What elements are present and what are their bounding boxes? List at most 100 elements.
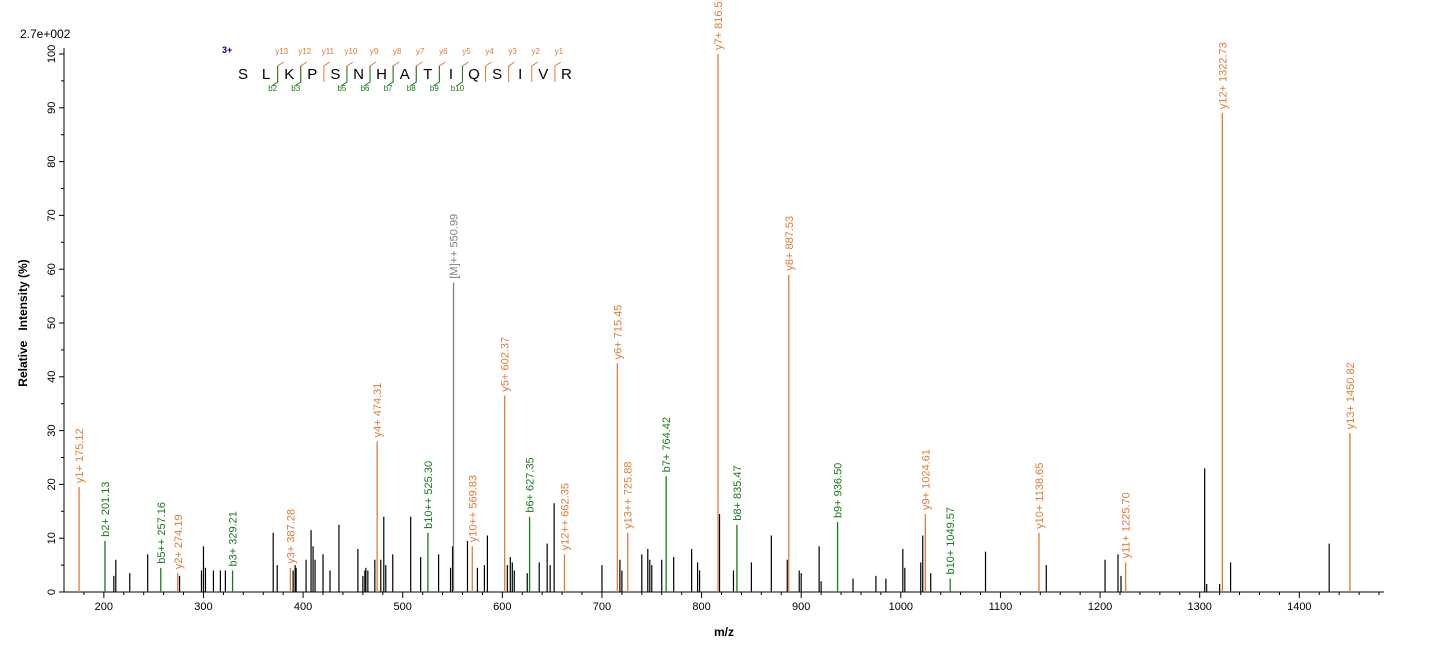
peak-label: y13++ 725.88	[623, 462, 635, 529]
y-fragment-label: y9	[370, 47, 379, 56]
peak-label: b5++ 257.16	[156, 502, 168, 564]
y-fragment-label: y8	[393, 47, 402, 56]
y-fragment-label: y11	[322, 47, 335, 56]
b-fragment-label: b5	[337, 84, 346, 93]
y-fragment-label: y12	[298, 47, 311, 56]
sequence-residue: S	[492, 66, 502, 83]
x-tick-label: 900	[792, 601, 810, 613]
y-axis: 0 10 20 30 40 50 60 70 80 90 100	[46, 45, 65, 595]
x-tick-label: 1400	[1287, 601, 1311, 613]
b-fragment-mark	[409, 66, 417, 87]
b-fragment-label: b7	[384, 84, 393, 93]
y-fragment-label: y3	[508, 47, 517, 56]
peak-label: y4+ 474.31	[372, 383, 384, 438]
peak-label: b3+ 329.21	[228, 511, 240, 566]
sequence-residue: I	[449, 66, 453, 83]
peak-label: b7+ 764.42	[661, 417, 673, 472]
peak-label: b8+ 835.47	[732, 465, 744, 520]
b-fragment-mark	[386, 66, 394, 87]
y-tick-label: 30	[46, 424, 58, 436]
x-tick-label: 700	[593, 601, 611, 613]
peak-label: y5+ 602.37	[500, 337, 512, 392]
y-fragment-mark	[392, 61, 400, 82]
peak-label: b9+ 936.50	[833, 463, 845, 518]
sequence-residue: L	[262, 66, 270, 83]
y-tick-label: 80	[46, 155, 58, 167]
y-fragment-mark	[531, 61, 539, 82]
sequence-residue: Q	[468, 66, 480, 83]
y-fragment-label: y1	[555, 47, 564, 56]
y-fragment-mark	[415, 61, 423, 82]
peak-label: b2+ 201.13	[100, 482, 112, 537]
peak-label: y9+ 1024.61	[920, 449, 932, 510]
sequence-residue: T	[423, 66, 432, 83]
peak-label: y11+ 1225.70	[1121, 492, 1133, 558]
b-fragment-mark	[456, 66, 463, 87]
b-fragment-mark	[294, 66, 302, 87]
b-fragment-label: b3	[291, 84, 300, 93]
y-fragment-label: y2	[532, 47, 541, 56]
peak-label: y3+ 387.28	[285, 509, 297, 564]
sequence-residue: A	[400, 66, 410, 83]
y-fragment-mark	[346, 61, 354, 82]
b-fragment-mark	[363, 66, 371, 87]
b-fragment-label: b10	[451, 84, 465, 93]
x-axis-title: m/z	[714, 625, 734, 639]
peak-label: b10+ 1049.57	[945, 507, 957, 575]
y-tick-label: 100	[46, 45, 58, 63]
peak-label: y13+ 1450.82	[1345, 362, 1357, 429]
y-fragment-label: y10	[344, 47, 357, 56]
b-fragment-label: b9	[430, 84, 439, 93]
spectrum-peaks: y1+ 175.12 b2+ 201.13 b5++ 257.16 y2+ 274.1…	[74, 0, 1357, 592]
y-tick-label: 70	[46, 209, 58, 221]
y-fragment-mark	[554, 61, 562, 82]
y-fragment-mark	[323, 61, 331, 82]
peak-label: y12++ 662.35	[559, 483, 571, 550]
peak-label: b10++ 525.30	[423, 461, 435, 529]
peak-label: b6+ 627.35	[525, 457, 537, 512]
y-fragment-label: y13	[275, 47, 288, 56]
y-fragment-mark	[485, 61, 492, 82]
y-fragment-label: y4	[485, 47, 494, 56]
sequence-residue: V	[538, 66, 548, 83]
sequence-residue: H	[376, 66, 387, 83]
x-tick-label: 1100	[989, 601, 1013, 613]
sequence-residue: I	[518, 66, 522, 83]
y-tick-label: 10	[46, 532, 58, 544]
peak-label: y7+ 816.51	[713, 0, 725, 50]
y-tick-label: 20	[46, 478, 58, 490]
x-tick-label: 800	[692, 601, 710, 613]
sequence-residue: K	[284, 66, 294, 83]
y-fragment-label: y6	[439, 47, 448, 56]
x-tick-label: 300	[194, 601, 212, 613]
peak-label: y8+ 887.53	[784, 216, 796, 271]
b-fragment-mark	[433, 66, 440, 87]
x-axis: 200 300 400 500 600 700 800 900 1000 1100 1200 1300…	[64, 591, 1384, 613]
x-tick-label: 1000	[889, 601, 913, 613]
b-fragment-label: b8	[407, 84, 416, 93]
y-fragment-mark	[438, 61, 446, 82]
y-tick-label: 90	[46, 102, 58, 114]
x-tick-label: 400	[294, 601, 312, 613]
sequence-residue: R	[561, 66, 572, 83]
x-tick-label: 500	[394, 601, 412, 613]
b-fragment-label: b2	[268, 84, 277, 93]
peak-label: y12+ 1322.73	[1217, 42, 1229, 109]
peak-label: y1+ 175.12	[74, 428, 86, 483]
peak-label: y6+ 715.45	[612, 305, 624, 360]
sequence-residue: S	[330, 66, 340, 83]
sequence-residue: N	[353, 66, 364, 83]
y-tick-label: 60	[46, 263, 58, 275]
y-fragment-label: y7	[416, 47, 425, 56]
x-tick-label: 600	[493, 601, 511, 613]
y-fragment-mark	[277, 61, 284, 82]
b-fragment-mark	[340, 66, 348, 87]
y-tick-label: 40	[46, 371, 58, 383]
y-fragment-mark	[300, 61, 308, 82]
y-axis-title: Relative Intensity (%)	[16, 259, 30, 386]
x-tick-label: 200	[95, 601, 113, 613]
y-fragment-mark	[369, 61, 377, 82]
peak-label: [M]++ 550.99	[449, 214, 461, 279]
